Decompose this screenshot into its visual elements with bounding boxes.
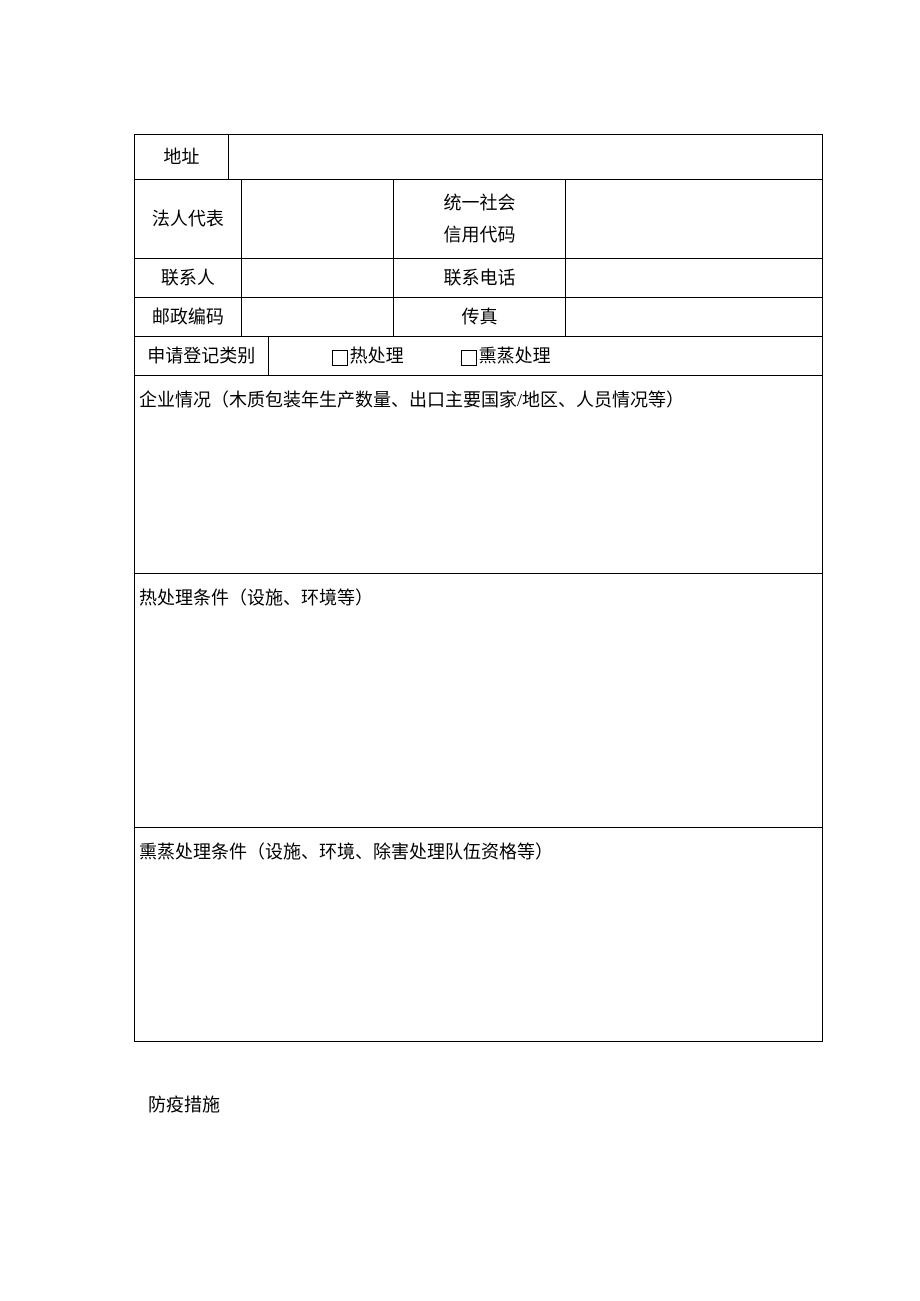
form-table: 地址 法人代表 统一社会 信用代码 联系人 联系电话 邮政编码 传真 申请登记类… — [134, 134, 823, 1042]
label-postal: 邮政编码 — [135, 298, 242, 336]
label-category: 申请登记类别 — [135, 337, 269, 375]
row-fumigation-conditions: 熏蒸处理条件（设施、环境、除害处理队伍资格等） — [135, 828, 822, 1041]
value-legal-rep[interactable] — [242, 180, 395, 258]
value-postal[interactable] — [242, 298, 395, 336]
label-social-credit-line2: 信用代码 — [444, 219, 516, 251]
value-address[interactable] — [229, 135, 822, 179]
row-category: 申请登记类别 热处理 熏蒸处理 — [135, 337, 822, 376]
label-legal-rep: 法人代表 — [135, 180, 242, 258]
label-social-credit-line1: 统一社会 — [444, 187, 516, 219]
label-quarantine-measures: 防疫措施 — [148, 1091, 220, 1117]
checkbox-icon — [461, 350, 477, 366]
option-heat-treatment[interactable]: 热处理 — [275, 340, 461, 372]
label-contact: 联系人 — [135, 259, 242, 297]
option-fumigation[interactable]: 熏蒸处理 — [461, 340, 551, 372]
row-legal-rep: 法人代表 统一社会 信用代码 — [135, 180, 822, 259]
label-phone: 联系电话 — [394, 259, 566, 297]
label-company-info: 企业情况（木质包装年生产数量、出口主要国家/地区、人员情况等） — [135, 376, 822, 573]
label-fumigation-conditions: 熏蒸处理条件（设施、环境、除害处理队伍资格等） — [135, 828, 822, 1041]
row-address: 地址 — [135, 135, 822, 180]
label-social-credit: 统一社会 信用代码 — [394, 180, 566, 258]
row-heat-conditions: 热处理条件（设施、环境等） — [135, 574, 822, 828]
row-postal: 邮政编码 传真 — [135, 298, 822, 337]
label-address: 地址 — [135, 135, 229, 179]
value-fax[interactable] — [566, 298, 822, 336]
value-contact[interactable] — [242, 259, 395, 297]
value-social-credit[interactable] — [566, 180, 822, 258]
option-heat-label: 热处理 — [350, 346, 404, 366]
row-company-info: 企业情况（木质包装年生产数量、出口主要国家/地区、人员情况等） — [135, 376, 822, 574]
value-category: 热处理 熏蒸处理 — [269, 337, 822, 375]
label-heat-conditions: 热处理条件（设施、环境等） — [135, 574, 822, 827]
option-fumigation-label: 熏蒸处理 — [479, 346, 551, 366]
checkbox-icon — [332, 350, 348, 366]
label-fax: 传真 — [394, 298, 566, 336]
value-phone[interactable] — [566, 259, 822, 297]
row-contact: 联系人 联系电话 — [135, 259, 822, 298]
